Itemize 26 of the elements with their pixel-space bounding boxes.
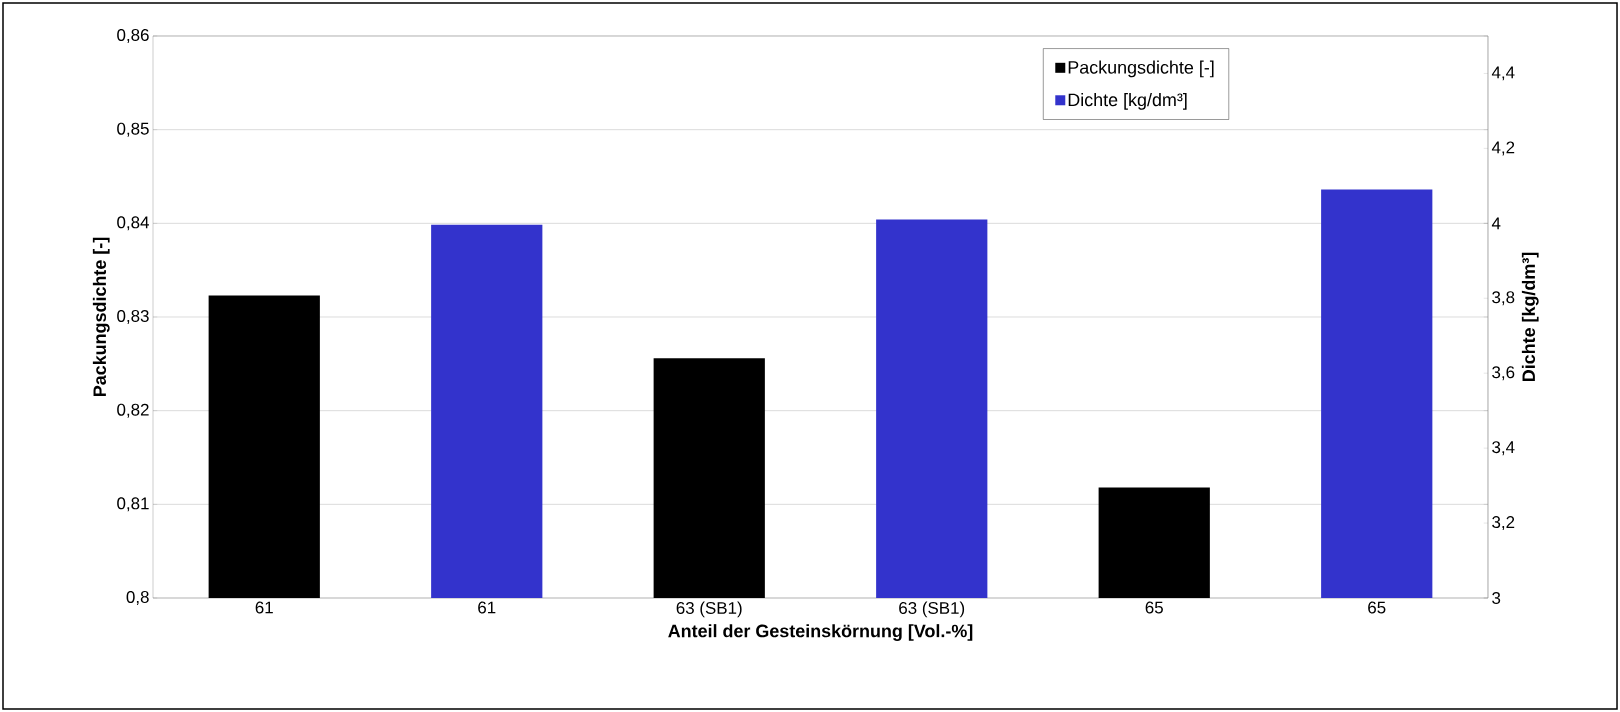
legend-label: Packungsdichte [-]	[1068, 60, 1214, 78]
x-tick-label: 65	[1145, 601, 1163, 614]
y2-tick-label: 3	[1492, 592, 1501, 604]
y2-tick-label: 3,2	[1492, 516, 1515, 531]
x-tick-label: 61	[255, 601, 273, 614]
y-tick-label: 0,83	[117, 310, 149, 324]
x-axis-title: Anteil der Gesteinskörnung [Vol.-%]	[668, 624, 973, 641]
legend-label: Dichte [kg/dm³]	[1068, 93, 1187, 110]
y2-axis-title: Dichte [kg/dm³]	[1521, 252, 1539, 382]
y-tick-label: 0,86	[117, 29, 149, 43]
y2-tick-label: 3,6	[1492, 366, 1515, 381]
x-tick-label: 63 (SB1)	[899, 601, 965, 618]
y2-tick-label: 4,4	[1491, 66, 1515, 81]
y-tick-label: 0,81	[117, 497, 149, 512]
y2-tick-label: 4,2	[1491, 141, 1515, 156]
y-tick-label: 0,82	[117, 403, 149, 418]
y-tick-label: 0,8	[126, 591, 149, 605]
y-tick-label: 0,85	[117, 122, 149, 137]
y-tick-label: 0,84	[117, 216, 149, 231]
y2-tick-label: 4	[1491, 217, 1501, 230]
x-tick-label: 61	[478, 601, 496, 614]
y2-tick-label: 3,8	[1492, 291, 1515, 306]
x-tick-label: 65	[1368, 601, 1386, 614]
y-axis-title: Packungsdichte [-]	[92, 237, 110, 397]
y2-tick-label: 3,4	[1492, 441, 1515, 456]
x-tick-label: 63 (SB1)	[676, 601, 742, 618]
